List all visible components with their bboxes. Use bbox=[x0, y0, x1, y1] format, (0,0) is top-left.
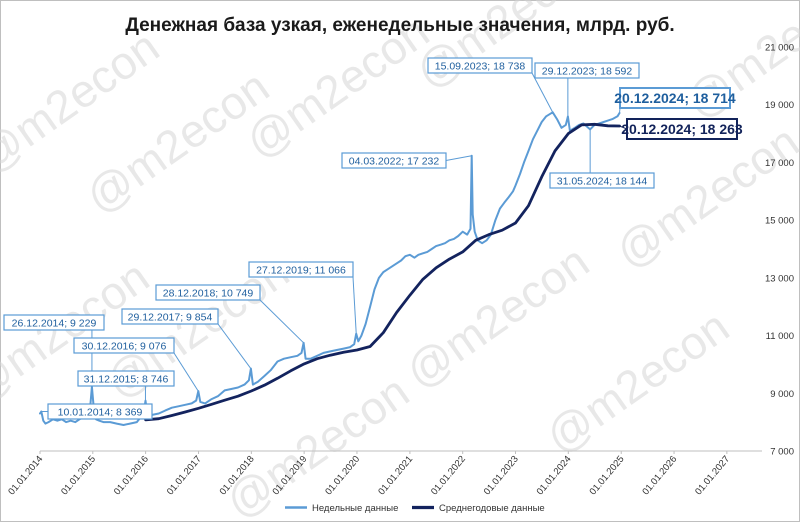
y-tick-label: 9 000 bbox=[770, 389, 794, 400]
callout-leader bbox=[619, 125, 628, 130]
callout-leader bbox=[217, 323, 252, 369]
y-tick-label: 21 000 bbox=[765, 43, 794, 54]
y-tick-label: 13 000 bbox=[765, 273, 794, 284]
callout-box bbox=[534, 62, 640, 79]
callout-box bbox=[77, 370, 175, 387]
annotation-layer: 10.01.2014; 8 369 26.12.2014; 9 229 31.12.… bbox=[3, 57, 743, 420]
data-callout: 29.12.2017; 9 854 bbox=[121, 308, 252, 369]
y-tick-label: 11 000 bbox=[766, 331, 794, 342]
annual-avg-series-line bbox=[144, 122, 621, 422]
data-callout: 20.12.2024; 18 263 bbox=[619, 118, 743, 140]
callout-leader bbox=[259, 299, 304, 344]
legend-label: Среднегодовые данные bbox=[439, 503, 545, 514]
callout-box bbox=[341, 152, 447, 169]
y-tick-label: 17 000 bbox=[765, 158, 794, 169]
y-tick-label: 19 000 bbox=[765, 100, 794, 111]
callout-label: 30.12.2016; 9 076 bbox=[82, 340, 167, 352]
callout-label: 15.09.2023; 18 738 bbox=[435, 60, 526, 72]
callout-label: 10.01.2014; 8 369 bbox=[58, 406, 143, 418]
callout-label: 26.12.2014; 9 229 bbox=[12, 317, 97, 329]
legend: Недельные данные Среднегодовые данные bbox=[285, 503, 545, 514]
data-callout: 20.12.2024; 18 714 bbox=[614, 87, 736, 114]
callout-leader bbox=[445, 155, 472, 161]
data-callout: 15.09.2023; 18 738 bbox=[427, 57, 554, 113]
y-tick-label: 7 000 bbox=[770, 447, 794, 458]
data-callout: 10.01.2014; 8 369 bbox=[41, 403, 153, 420]
data-callout: 31.12.2015; 8 746 bbox=[77, 370, 175, 401]
callout-leader bbox=[352, 276, 357, 334]
callout-label: 04.03.2022; 17 232 bbox=[349, 155, 440, 167]
callout-label: 29.12.2017; 9 854 bbox=[128, 311, 213, 323]
callout-box bbox=[619, 87, 731, 109]
callout-box bbox=[626, 118, 738, 140]
callout-label: 27.12.2019; 11 066 bbox=[256, 264, 346, 276]
y-tick-label: 15 000 bbox=[765, 216, 794, 227]
weekly-series-line bbox=[39, 111, 621, 426]
callout-label: 20.12.2024; 18 263 bbox=[621, 121, 743, 137]
callout-label: 31.05.2024; 18 144 bbox=[557, 175, 648, 187]
data-callout: 28.12.2018; 10 749 bbox=[155, 284, 304, 344]
callout-box bbox=[155, 284, 261, 301]
callout-box bbox=[248, 261, 354, 278]
callout-label: 31.12.2015; 8 746 bbox=[84, 373, 169, 385]
callout-box bbox=[427, 57, 533, 74]
y-axis: 7 000 9 000 11 000 13 000 15 000 17 000 19 000… bbox=[765, 43, 794, 458]
callout-leader bbox=[173, 352, 199, 392]
callout-label: 28.12.2018; 10 749 bbox=[163, 287, 254, 299]
data-callout: 30.12.2016; 9 076 bbox=[73, 337, 199, 392]
data-callout: 26.12.2014; 9 229 bbox=[3, 314, 105, 387]
callout-box bbox=[549, 172, 655, 189]
data-callout: 04.03.2022; 17 232 bbox=[341, 152, 472, 169]
series-layer bbox=[39, 111, 621, 426]
callout-box bbox=[3, 314, 105, 331]
data-callout: 29.12.2023; 18 592 bbox=[534, 62, 640, 117]
callout-box bbox=[73, 337, 175, 354]
callout-label: 20.12.2024; 18 714 bbox=[614, 90, 736, 106]
data-callout: 31.05.2024; 18 144 bbox=[549, 129, 655, 189]
chart-title: Денежная база узкая, еженедельные значен… bbox=[125, 15, 674, 36]
callout-box bbox=[47, 403, 153, 420]
data-callout: 27.12.2019; 11 066 bbox=[248, 261, 357, 334]
legend-label: Недельные данные bbox=[312, 503, 398, 514]
callout-label: 29.12.2023; 18 592 bbox=[542, 65, 633, 77]
callout-box bbox=[121, 308, 219, 325]
callout-leader bbox=[531, 72, 554, 113]
